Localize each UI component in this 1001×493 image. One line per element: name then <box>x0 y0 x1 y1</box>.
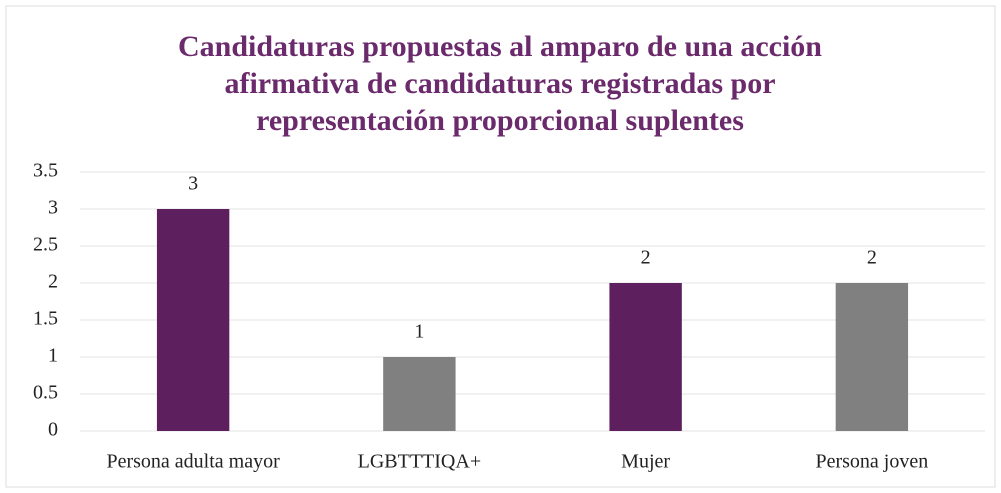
y-tick-label: 3 <box>48 197 58 219</box>
y-tick-label: 0 <box>48 419 58 441</box>
y-tick-label: 1 <box>48 345 58 367</box>
frame <box>5 5 996 488</box>
y-tick-label: 1.5 <box>33 308 58 330</box>
bar <box>156 209 230 431</box>
data-label: 2 <box>867 247 877 269</box>
data-label: 3 <box>188 173 198 195</box>
y-tick-label: 2.5 <box>33 234 58 256</box>
bar <box>383 357 456 431</box>
x-tick-label: Persona joven <box>815 451 928 473</box>
bar <box>609 283 682 431</box>
y-tick-label: 3.5 <box>33 160 58 182</box>
y-tick-label: 0.5 <box>33 382 58 404</box>
x-tick-label: Persona adulta mayor <box>106 451 280 473</box>
y-tick-label: 2 <box>48 271 58 293</box>
bar <box>835 283 909 431</box>
chart-title: Candidaturas propuestas al amparo de una… <box>177 30 822 137</box>
x-tick-label: Mujer <box>621 451 670 473</box>
x-tick-label: LGBTTTIQA+ <box>358 451 481 473</box>
data-label: 1 <box>414 321 424 343</box>
data-label: 2 <box>641 247 651 269</box>
